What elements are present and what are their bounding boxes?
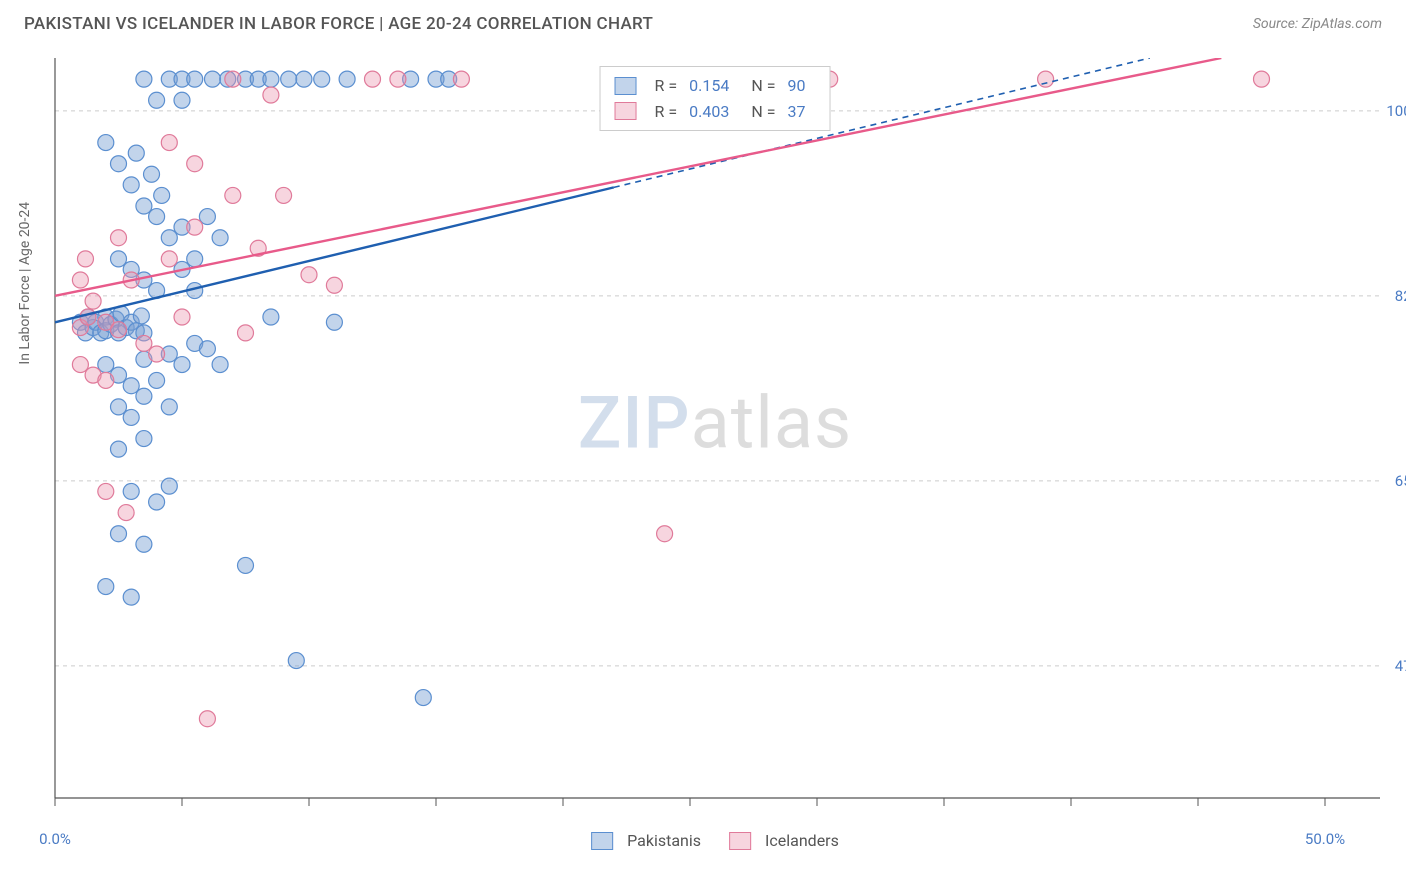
n-value: 37 [787, 99, 805, 125]
y-tick-label: 65.0% [1395, 472, 1406, 490]
legend-row: R = 0.403 N = 37 [615, 99, 816, 125]
legend-swatch [591, 832, 613, 850]
legend-swatch [615, 77, 637, 95]
y-tick-label: 82.5% [1395, 287, 1406, 305]
legend-label: Pakistanis [627, 831, 701, 850]
series-legend: Pakistanis Icelanders [591, 831, 839, 850]
source-name: ZipAtlas.com [1302, 16, 1382, 32]
legend-swatch [729, 832, 751, 850]
legend-swatch [615, 102, 637, 120]
x-tick-label: 0.0% [39, 830, 71, 848]
y-axis-label: In Labor Force | Age 20-24 [17, 202, 33, 365]
chart-header: PAKISTANI VS ICELANDER IN LABOR FORCE | … [0, 0, 1406, 44]
r-value: 0.403 [689, 99, 729, 125]
legend-label: Icelanders [765, 831, 839, 850]
source-prefix: Source: [1253, 16, 1302, 32]
r-value: 0.154 [689, 73, 729, 99]
y-tick-label: 100.0% [1386, 102, 1406, 120]
n-label: N = [751, 73, 775, 99]
chart-container: In Labor Force | Age 20-24 ZIPatlas R =0… [45, 58, 1385, 818]
n-value: 90 [787, 73, 805, 99]
legend-item: Icelanders [729, 831, 839, 850]
source-credit: Source: ZipAtlas.com [1253, 16, 1382, 32]
n-label: N = [751, 99, 775, 125]
legend-item: Pakistanis [591, 831, 701, 850]
correlation-legend: R = 0.154 N = 90 R = 0.403 N = 37 [600, 66, 831, 131]
chart-title: PAKISTANI VS ICELANDER IN LABOR FORCE | … [24, 14, 653, 34]
y-tick-label: 47.5% [1395, 657, 1406, 675]
r-label: R = [655, 99, 678, 125]
scatter-plot [45, 58, 1385, 818]
legend-row: R = 0.154 N = 90 [615, 73, 816, 99]
r-label: R = [655, 73, 678, 99]
x-tick-label: 50.0% [1305, 830, 1345, 848]
